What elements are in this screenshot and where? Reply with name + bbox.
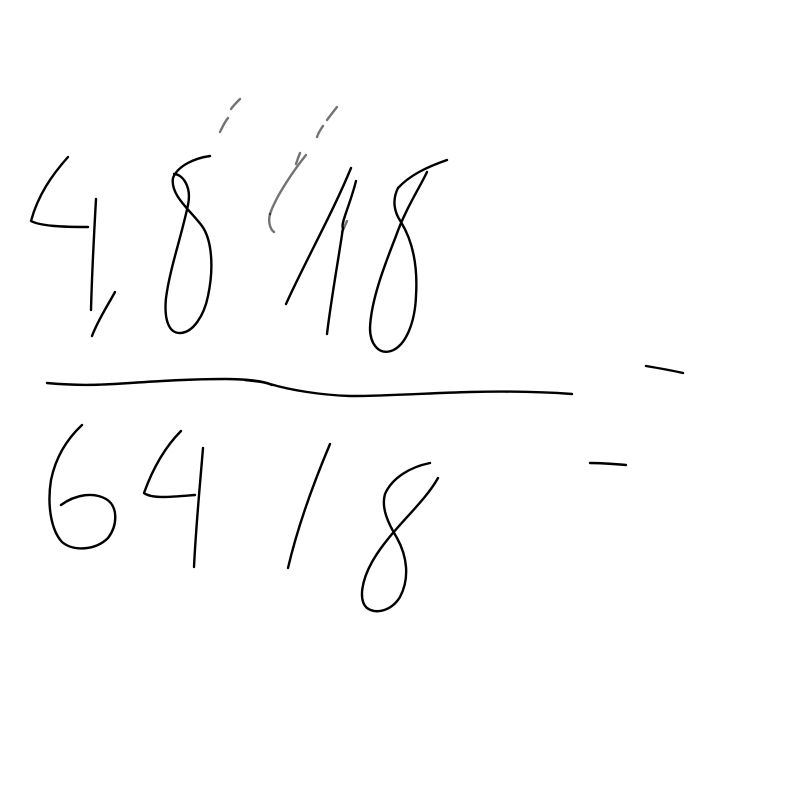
numerator-slash: [284, 166, 358, 336]
denominator-slash: [286, 442, 332, 570]
denominator-digit-6: [48, 423, 117, 550]
numerator-digit-4: [29, 155, 117, 338]
denominator-digit-8: [360, 461, 440, 613]
ink-layer: [29, 97, 685, 613]
erased-marks: [218, 97, 349, 234]
right-dash-bottom: [588, 461, 628, 467]
numerator-digit-8: [164, 154, 213, 335]
denominator-digit-4: [142, 429, 205, 569]
numerator-digit-8b: [368, 158, 449, 353]
right-dash-top: [644, 364, 685, 375]
fraction-bar: [45, 377, 574, 398]
